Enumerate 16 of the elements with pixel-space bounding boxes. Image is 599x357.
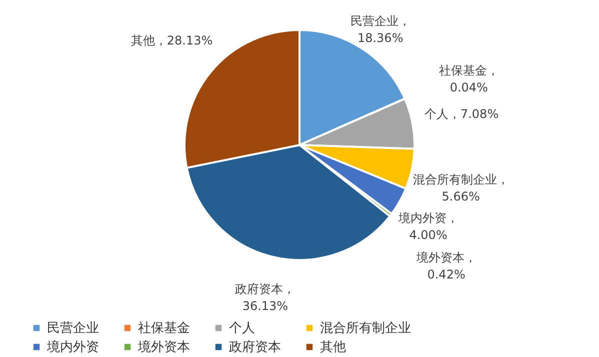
data-label: 境内外资，4.00%: [397, 210, 458, 242]
legend-label: 境外资本: [137, 339, 190, 355]
legend-label: 混合所有制企业: [320, 321, 411, 336]
legend-label: 个人: [229, 321, 255, 336]
data-label: 混合所有制企业，5.66%: [412, 172, 509, 204]
data-label: 民营企业，18.36%: [350, 14, 410, 46]
data-label: 其他，28.13%: [130, 34, 213, 48]
legend-label: 境内外资: [46, 339, 99, 355]
data-label: 境外资本，0.42%: [415, 250, 476, 282]
legend-label: 社保基金: [138, 321, 190, 336]
data-label: 个人，7.08%: [424, 106, 499, 121]
legend-label: 政府资本: [229, 339, 281, 355]
data-label: 政府资本，36.13%: [235, 282, 296, 313]
data-label: 社保基金，0.04%: [438, 64, 499, 95]
legend-label: 其他: [320, 340, 346, 355]
legend-label: 民营企业: [47, 321, 99, 336]
